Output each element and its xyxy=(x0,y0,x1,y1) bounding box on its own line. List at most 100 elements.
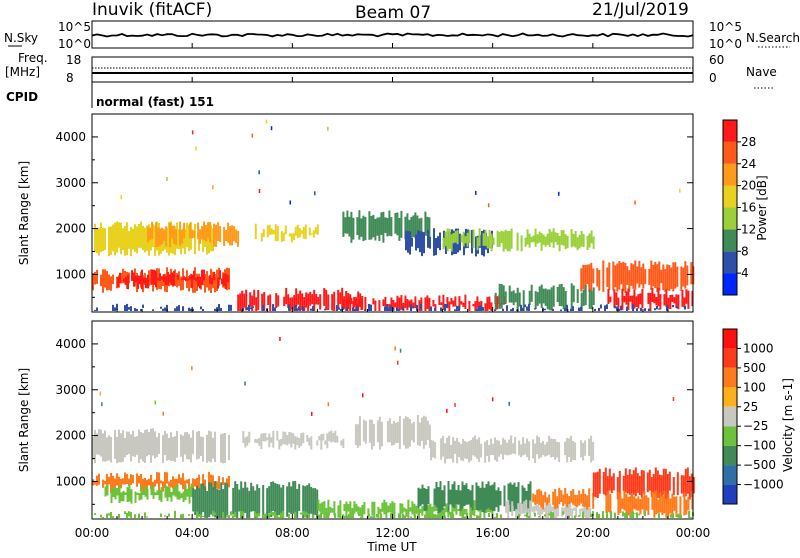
power-region-strip xyxy=(223,226,226,247)
velocity-region-strip xyxy=(100,429,102,457)
velocity-region-strip xyxy=(610,510,612,518)
power-ytick-label: 1000 xyxy=(55,267,86,281)
power-region-strip xyxy=(412,302,415,308)
velocity-region-strip xyxy=(443,507,446,517)
power-region-strip xyxy=(647,292,650,305)
velocity-region-strip xyxy=(282,431,285,445)
power-region-strip xyxy=(671,294,674,302)
velocity-region-strip xyxy=(94,481,96,485)
velocity-region-strip xyxy=(396,421,399,443)
velocity-region-strip xyxy=(256,513,258,518)
power-region-strip xyxy=(182,306,184,311)
power-region-strip xyxy=(140,221,142,248)
power-region-strip xyxy=(206,271,208,288)
power-region-strip xyxy=(572,306,574,311)
power-region-strip xyxy=(354,299,357,305)
velocity-region-strip xyxy=(320,512,322,518)
power-region-strip xyxy=(405,230,407,251)
power-region-strip xyxy=(230,304,232,311)
power-colorbar-segment xyxy=(723,229,737,252)
velocity-region-strip xyxy=(358,416,361,446)
power-region-strip xyxy=(639,293,642,305)
power-region-strip xyxy=(512,290,515,306)
power-region-strip xyxy=(444,303,446,311)
velocity-region-strip xyxy=(370,419,373,450)
beam-title: Beam 07 xyxy=(355,3,431,23)
velocity-region-strip xyxy=(665,498,668,518)
velocity-region-strip xyxy=(250,482,253,512)
power-region-strip xyxy=(360,299,363,311)
power-region-strip xyxy=(296,308,298,311)
power-region-strip xyxy=(384,296,387,308)
power-region-strip xyxy=(198,229,200,251)
velocity-region-strip xyxy=(466,513,468,518)
velocity-region-strip xyxy=(668,471,671,491)
power-region-strip xyxy=(159,273,161,282)
power-region-strip xyxy=(242,307,244,311)
velocity-region-strip xyxy=(479,487,482,510)
velocity-region-strip xyxy=(385,502,388,518)
velocity-region-strip xyxy=(333,501,336,516)
velocity-region-strip xyxy=(355,503,358,512)
power-region-strip xyxy=(434,308,436,311)
velocity-region-strip xyxy=(254,490,257,518)
velocity-region-strip xyxy=(654,467,657,496)
velocity-region-strip xyxy=(381,502,384,512)
velocity-region-strip xyxy=(491,505,494,518)
velocity-region-strip xyxy=(402,418,405,446)
power-region-strip xyxy=(672,304,674,308)
velocity-region-strip xyxy=(166,486,169,502)
velocity-region-strip xyxy=(606,476,609,496)
velocity-region-strip xyxy=(440,438,443,460)
velocity-region-strip xyxy=(339,500,342,518)
velocity-ytick-label: 4000 xyxy=(55,337,86,351)
power-region-strip xyxy=(460,234,463,243)
velocity-region-strip xyxy=(451,501,454,517)
velocity-region-strip xyxy=(326,513,328,518)
velocity-region-strip xyxy=(552,512,554,518)
power-region-strip xyxy=(104,228,106,250)
velocity-region-strip xyxy=(581,508,584,512)
power-region-strip xyxy=(478,301,481,307)
velocity-region-strip xyxy=(270,482,273,518)
power-region-strip xyxy=(530,284,533,302)
velocity-region-strip xyxy=(110,472,112,493)
velocity-region-strip xyxy=(188,478,190,492)
velocity-region-strip xyxy=(310,486,313,514)
power-region-strip xyxy=(134,308,136,311)
power-region-strip xyxy=(253,289,256,306)
velocity-region-strip xyxy=(519,502,522,517)
power-region-strip xyxy=(663,294,666,306)
power-region-strip xyxy=(592,287,595,305)
velocity-region-strip xyxy=(576,494,579,507)
freq-left-label-1: Freq. xyxy=(18,51,48,65)
power-region-strip xyxy=(123,278,125,282)
power-region-strip xyxy=(684,261,687,289)
velocity-region-strip xyxy=(527,508,530,515)
velocity-region-strip xyxy=(460,443,463,461)
power-region-strip xyxy=(439,232,441,251)
power-region-strip xyxy=(217,277,219,289)
velocity-scatter-echo xyxy=(191,366,193,371)
power-region-strip xyxy=(488,296,491,310)
velocity-region-strip xyxy=(496,513,498,518)
power-region-strip xyxy=(656,264,659,293)
power-region-strip xyxy=(677,294,680,310)
velocity-region-strip xyxy=(371,501,374,516)
velocity-region-strip xyxy=(568,438,571,458)
velocity-region-strip xyxy=(686,467,689,494)
power-region-strip xyxy=(580,292,583,311)
velocity-region-strip xyxy=(521,485,524,514)
velocity-scatter-echo xyxy=(244,381,246,386)
power-region-strip xyxy=(152,309,154,311)
velocity-region-strip xyxy=(588,488,591,508)
velocity-region-strip xyxy=(617,491,620,515)
power-region-strip xyxy=(410,299,413,308)
velocity-region-strip xyxy=(628,469,631,495)
velocity-region-strip xyxy=(434,514,436,518)
power-region-strip xyxy=(128,307,130,310)
power-region-strip xyxy=(138,224,140,248)
power-region-strip xyxy=(167,272,169,286)
power-region-strip xyxy=(199,229,202,244)
velocity-region-strip xyxy=(308,515,310,518)
